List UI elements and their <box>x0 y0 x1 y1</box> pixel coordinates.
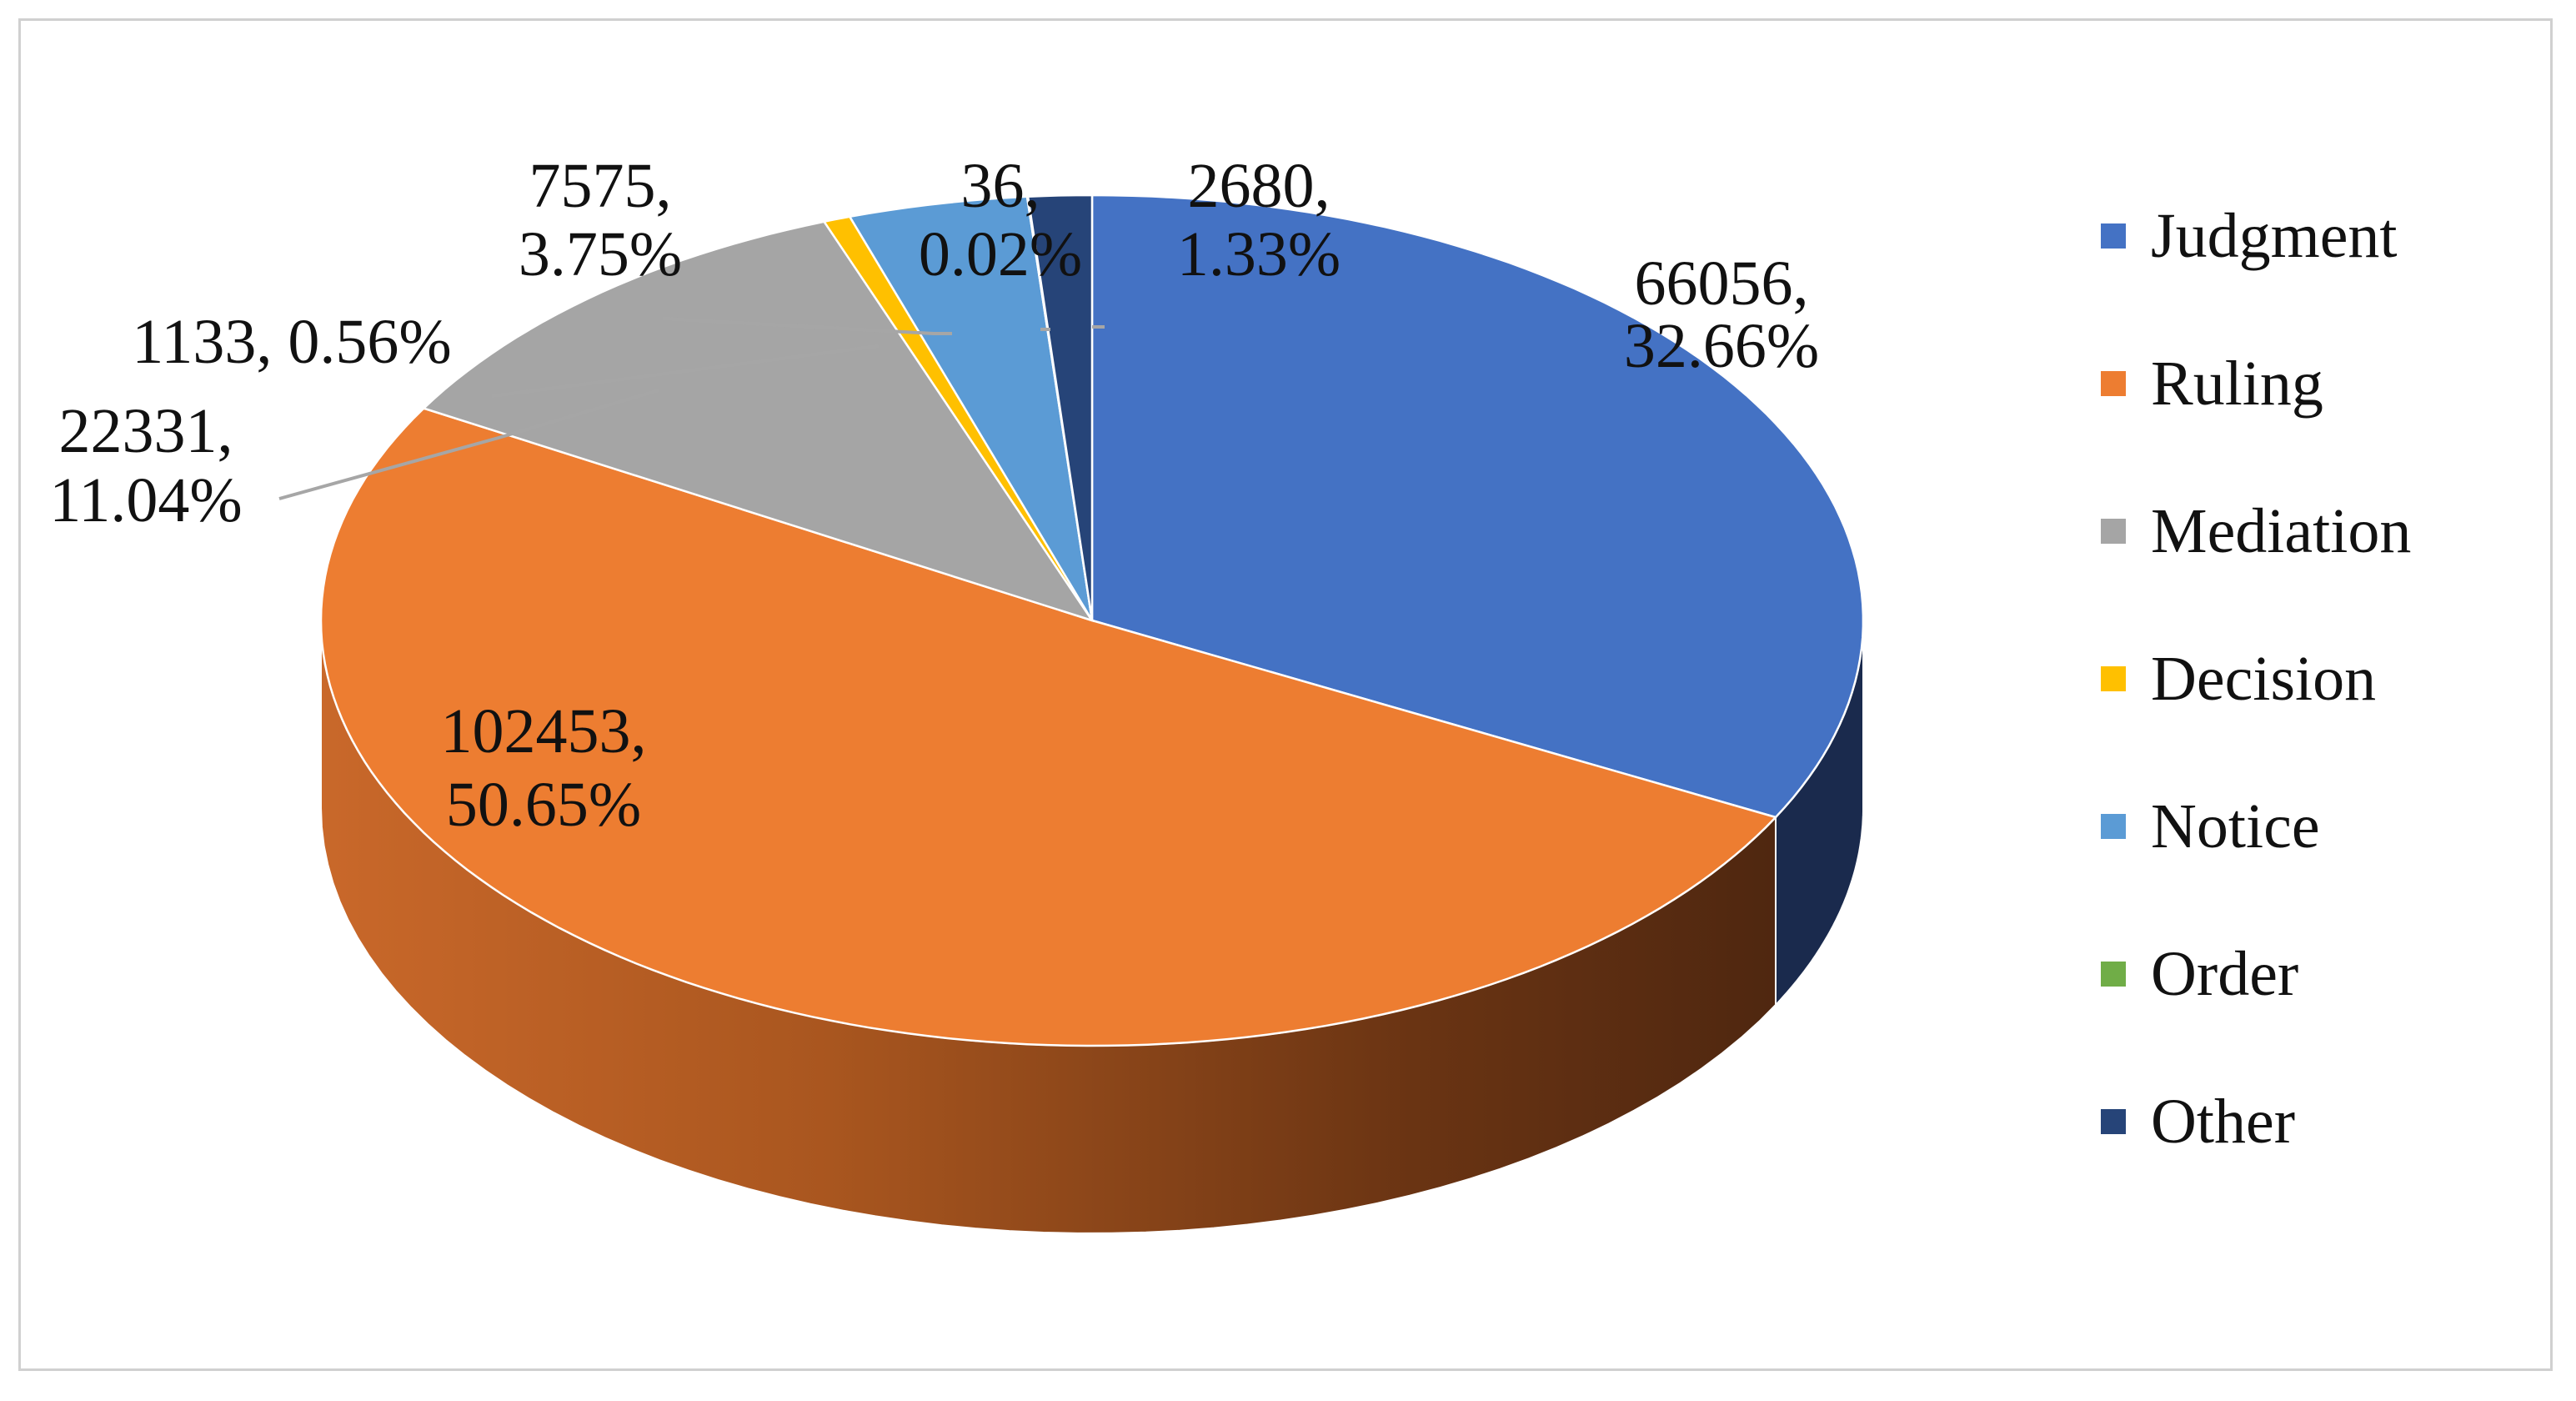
legend-item-other: Other <box>2101 1084 2295 1159</box>
legend-swatch-judgment <box>2101 223 2126 249</box>
legend-item-mediation: Mediation <box>2101 494 2411 569</box>
data-label-percent-mediation: 11.04% <box>49 465 243 535</box>
legend-label-decision: Decision <box>2151 643 2377 714</box>
data-label-percent-other: 1.33% <box>1177 219 1341 289</box>
data-label-count-judgment: 66056, <box>1635 249 1809 319</box>
legend-swatch-notice <box>2101 814 2126 839</box>
data-label-percent-notice: 3.75% <box>519 219 682 289</box>
legend-item-decision: Decision <box>2101 641 2376 716</box>
legend-item-order: Order <box>2101 937 2298 1012</box>
data-label-percent-order: 0.02% <box>919 219 1082 289</box>
pie-slice-judgment <box>1090 193 1865 819</box>
data-label-percent-judgment: 32.66% <box>1624 311 1819 381</box>
pie-slice-ruling <box>319 407 1778 1047</box>
legend-label-other: Other <box>2151 1086 2296 1157</box>
legend-swatch-ruling <box>2101 371 2126 396</box>
legend-label-notice: Notice <box>2151 791 2320 861</box>
legend-label-mediation: Mediation <box>2151 495 2412 566</box>
leader-line-notice <box>662 317 952 335</box>
legend-label-order: Order <box>2151 938 2299 1009</box>
data-label-percent-ruling: 50.65% <box>446 770 641 840</box>
leader-line-mediation <box>278 389 659 500</box>
pie-slice-notice <box>848 195 1094 621</box>
legend-swatch-other <box>2101 1109 2126 1134</box>
legend-item-judgment: Judgment <box>2101 198 2398 274</box>
chart-frame <box>18 18 2553 1371</box>
pie-slice-mediation <box>421 220 1095 623</box>
legend-item-ruling: Ruling <box>2101 346 2323 421</box>
data-label-count-mediation: 22331, <box>59 396 233 466</box>
legend-swatch-decision <box>2101 666 2126 691</box>
legend-item-notice: Notice <box>2101 789 2320 864</box>
pie-slice-other <box>1026 193 1094 621</box>
legend-label-judgment: Judgment <box>2151 200 2398 271</box>
legend-swatch-order <box>2101 962 2126 987</box>
leader-line-decision <box>491 344 880 398</box>
legend-label-ruling: Ruling <box>2151 348 2323 419</box>
legend-swatch-mediation <box>2101 519 2126 544</box>
data-label-decision: 1133, 0.56% <box>132 307 452 377</box>
data-label-count-notice: 7575, <box>529 151 672 221</box>
data-label-count-order: 36, <box>961 151 1040 221</box>
data-label-count-ruling: 102453, <box>441 696 647 766</box>
data-label-count-other: 2680, <box>1188 151 1331 221</box>
